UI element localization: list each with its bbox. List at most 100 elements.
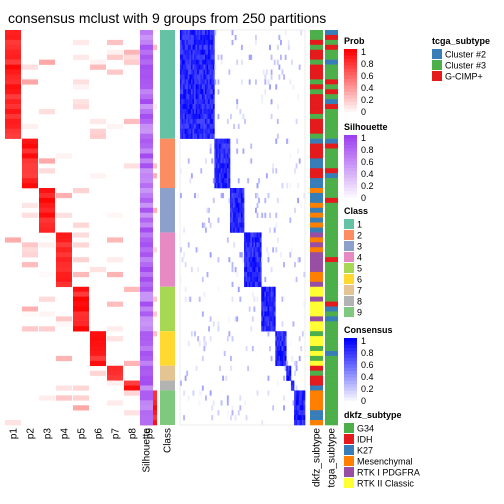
tcga-subtype-cell xyxy=(325,163,338,169)
consensus-cell xyxy=(272,168,275,174)
dkfz-subtype-cell xyxy=(310,202,323,209)
consensus-cell xyxy=(250,143,253,149)
consensus-legend-swatch xyxy=(344,374,357,378)
consensus-cell xyxy=(270,54,273,60)
consensus-cell xyxy=(272,316,275,322)
consensus-cell xyxy=(184,123,187,130)
prob-cell xyxy=(73,395,89,401)
consensus-cell xyxy=(233,242,235,248)
consensus-cell xyxy=(225,168,228,174)
dkfz-subtype-cell xyxy=(310,94,323,100)
prob-cell xyxy=(22,148,38,154)
consensus-cell xyxy=(258,232,260,238)
consensus-cell xyxy=(183,133,185,139)
consensus-cell xyxy=(181,94,184,100)
consensus-cell xyxy=(264,212,267,218)
consensus-cell xyxy=(230,192,232,199)
consensus-cell xyxy=(186,79,189,85)
dkfz-subtype-cell xyxy=(310,188,323,194)
consensus-cell xyxy=(217,183,220,189)
consensus-cell xyxy=(209,128,212,134)
consensus-cell xyxy=(251,346,254,352)
consensus-cell xyxy=(186,89,189,95)
consensus-cell xyxy=(201,39,204,46)
consensus-cell xyxy=(265,311,268,317)
dkfz-subtype-cell xyxy=(310,326,323,332)
consensus-cell xyxy=(211,158,214,164)
dkfz-legend-label: IDH xyxy=(357,435,373,445)
class-block xyxy=(160,365,175,381)
consensus-cell xyxy=(248,276,251,283)
consensus-cell xyxy=(292,400,295,406)
consensus-cell xyxy=(236,148,239,154)
tcga-subtype-cell xyxy=(325,148,338,154)
consensus-cell xyxy=(184,54,187,60)
consensus-cell xyxy=(209,113,212,120)
consensus-cell xyxy=(284,365,287,371)
prob-cell xyxy=(39,311,55,317)
consensus-cell xyxy=(190,49,193,55)
consensus-cell xyxy=(217,89,220,95)
consensus-cell xyxy=(234,188,237,194)
prob-legend-tick: 0.6 xyxy=(361,71,374,81)
consensus-cell xyxy=(253,296,256,302)
consensus-cell xyxy=(265,326,268,332)
consensus-cell xyxy=(303,415,306,421)
consensus-cell xyxy=(272,311,275,317)
consensus-cell xyxy=(184,262,187,268)
consensus-cell xyxy=(181,69,184,75)
prob-cell xyxy=(5,54,21,60)
prob-cell xyxy=(5,44,21,51)
consensus-cell xyxy=(273,291,276,297)
prob-legend-tick: 1 xyxy=(361,47,366,57)
dkfz-subtype-cell xyxy=(310,64,323,70)
consensus-cell xyxy=(206,30,209,36)
consensus-cell xyxy=(270,291,273,297)
consensus-cell xyxy=(181,118,184,125)
prob-cell xyxy=(56,267,72,273)
consensus-cell xyxy=(220,143,223,149)
consensus-cell xyxy=(195,69,198,75)
consensus-cell xyxy=(267,326,270,332)
consensus-cell xyxy=(180,380,182,386)
consensus-cell xyxy=(276,346,279,352)
consensus-cell xyxy=(256,296,259,302)
consensus-cell xyxy=(251,247,254,253)
consensus-cell xyxy=(294,395,296,401)
tcga-subtype-cell xyxy=(325,306,338,312)
consensus-cell xyxy=(275,212,278,218)
consensus-cell xyxy=(203,54,206,60)
consensus-cell xyxy=(194,74,196,80)
consensus-cell xyxy=(209,84,212,90)
silhouette-cell xyxy=(140,420,153,426)
consensus-cell xyxy=(203,222,206,228)
consensus-cell xyxy=(231,267,234,273)
consensus-cell xyxy=(186,39,189,46)
tcga-subtype-cell xyxy=(325,420,338,426)
consensus-cell xyxy=(198,49,201,55)
consensus-cell xyxy=(256,281,259,288)
consensus-cell xyxy=(261,301,264,307)
prob-cell xyxy=(5,59,21,65)
consensus-cell xyxy=(201,109,204,115)
consensus-cell xyxy=(250,271,253,278)
consensus-cell xyxy=(283,350,285,357)
consensus-cell xyxy=(262,321,265,327)
prob-cell xyxy=(22,64,38,70)
consensus-cell xyxy=(265,69,268,75)
silhouette-legend-swatch xyxy=(344,135,357,139)
silhouette-cell xyxy=(140,405,153,411)
consensus-cell xyxy=(251,237,254,243)
dkfz-subtype-cell xyxy=(310,380,323,386)
consensus-cell xyxy=(233,222,235,228)
consensus-cell xyxy=(205,128,207,134)
prob-cell xyxy=(22,173,38,179)
consensus-cell xyxy=(180,79,182,85)
prob-cell xyxy=(73,79,89,85)
tcga-subtype-cell xyxy=(325,79,338,85)
consensus-cell xyxy=(231,262,234,268)
consensus-cell xyxy=(255,207,257,213)
consensus-cell xyxy=(297,400,300,406)
consensus-cell xyxy=(222,153,225,159)
consensus-cell xyxy=(222,168,225,174)
